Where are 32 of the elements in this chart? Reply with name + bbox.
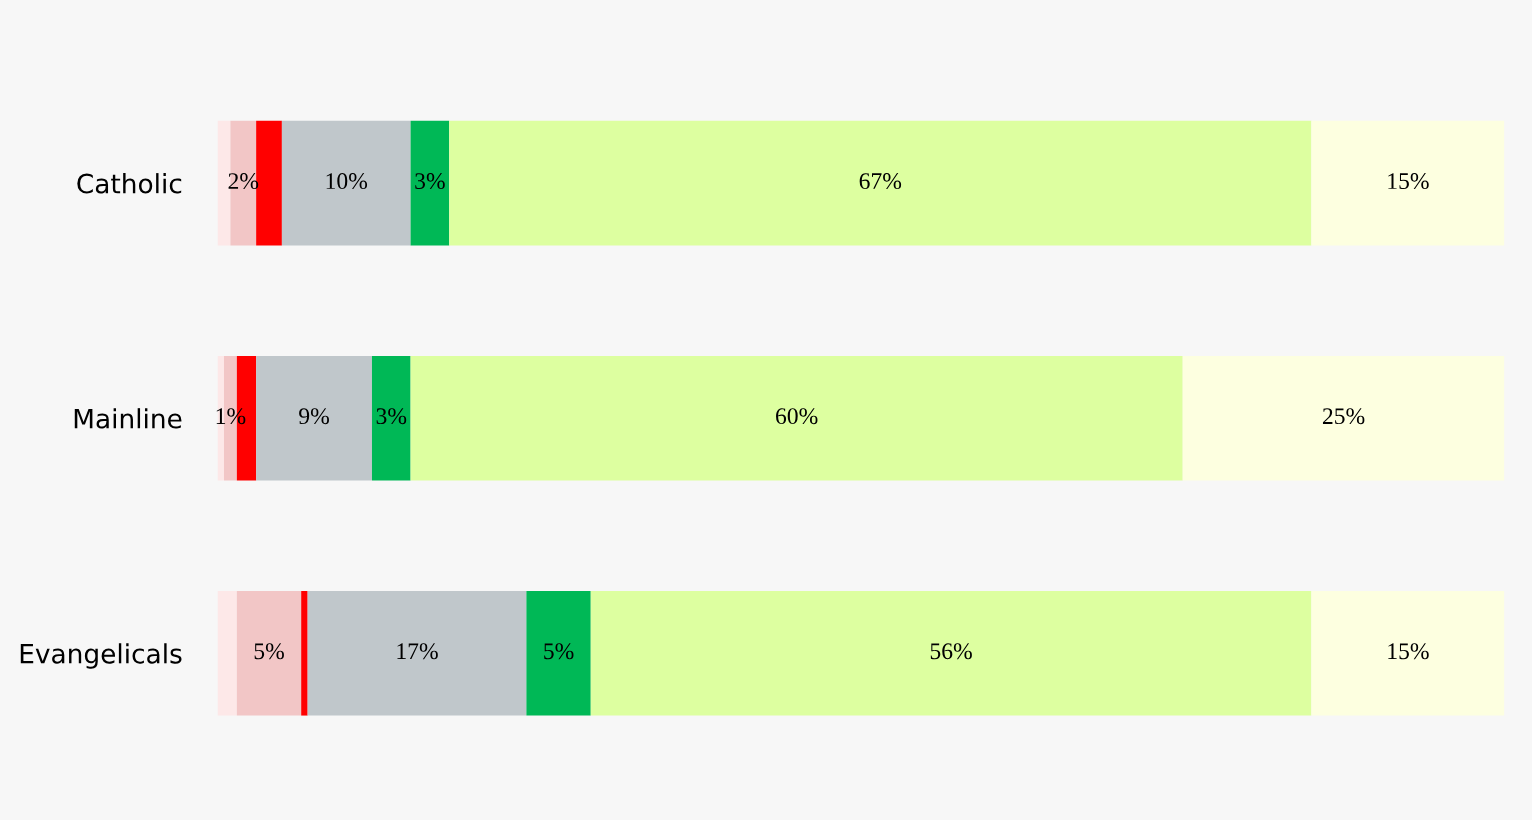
y-tick-label: Catholic	[77, 173, 182, 194]
bar	[371, 355, 411, 481]
bar	[1182, 355, 1505, 481]
data-label: 10%	[326, 173, 368, 190]
data-label: 5%	[254, 643, 284, 660]
bar	[590, 590, 1312, 716]
bar	[281, 120, 411, 246]
data-label: 3%	[376, 408, 407, 425]
data-label: 17%	[397, 643, 438, 660]
bar	[307, 590, 527, 716]
data-label: 3%	[415, 173, 445, 190]
data-label: 15%	[1388, 643, 1429, 660]
data-label: 60%	[776, 408, 818, 425]
y-tick-label: Evangelicals	[20, 643, 182, 669]
bar	[236, 590, 302, 716]
bar	[449, 120, 1312, 246]
bar	[1311, 120, 1505, 246]
data-label: 25%	[1322, 408, 1365, 425]
bar	[410, 355, 1183, 481]
bar	[230, 120, 257, 246]
data-label: 9%	[299, 408, 329, 425]
bar	[256, 355, 372, 481]
data-label: 5%	[544, 643, 574, 660]
data-label: 15%	[1388, 173, 1429, 190]
y-tick-label: Mainline	[74, 408, 182, 429]
bar	[526, 590, 591, 716]
bar	[301, 590, 308, 716]
bar	[410, 120, 450, 246]
data-label: 67%	[859, 173, 902, 190]
bar	[1311, 590, 1505, 716]
bar	[217, 590, 237, 716]
data-label: 56%	[930, 643, 972, 660]
